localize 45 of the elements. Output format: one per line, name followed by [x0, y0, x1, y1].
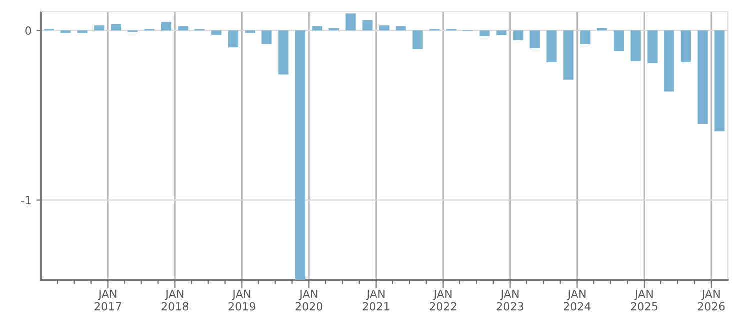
bar: [412, 30, 423, 50]
bar: [346, 14, 356, 31]
bar: [380, 26, 390, 31]
bar: [396, 26, 406, 31]
x-tick-label: JAN 2020: [296, 290, 323, 311]
bar: [312, 26, 322, 31]
y-tick-label: 0: [26, 26, 32, 36]
bar: [94, 26, 105, 31]
x-tick-label: JAN 2023: [496, 290, 524, 311]
bar: [295, 30, 306, 280]
bar: [78, 30, 88, 34]
bar: [278, 30, 289, 75]
x-tick-label: JAN 2026: [698, 290, 725, 311]
bar: [228, 30, 239, 48]
bar: [328, 28, 339, 31]
x-tick-label: JAN 2021: [363, 290, 390, 311]
bar: [680, 30, 692, 63]
x-tick-label: JAN 2025: [631, 290, 658, 311]
bar: [212, 30, 222, 36]
x-tick-label: JAN 2019: [228, 290, 256, 311]
bar: [60, 30, 71, 34]
bar: [514, 30, 524, 40]
x-tick-label: JAN 2018: [162, 290, 189, 311]
bar: [714, 30, 725, 132]
bar: [262, 30, 272, 44]
x-tick-label: JAN 2022: [430, 290, 456, 311]
bar: [580, 30, 591, 44]
bar: [161, 22, 172, 31]
bar: [111, 24, 122, 31]
bar: [362, 20, 373, 31]
bar: [480, 30, 490, 36]
bar: [496, 30, 507, 36]
bar: [530, 30, 540, 48]
x-tick-label: JAN 2024: [564, 290, 591, 311]
bar: [648, 30, 658, 64]
bar: [178, 26, 188, 31]
bar: [546, 30, 557, 63]
bar: [245, 30, 256, 34]
bar: [698, 30, 708, 124]
x-tick-label: JAN 2017: [94, 290, 122, 311]
bar: [564, 30, 574, 80]
bar: [614, 30, 624, 52]
y-tick-label: -1: [21, 196, 31, 204]
bar: [664, 30, 674, 92]
bar: [630, 30, 641, 62]
